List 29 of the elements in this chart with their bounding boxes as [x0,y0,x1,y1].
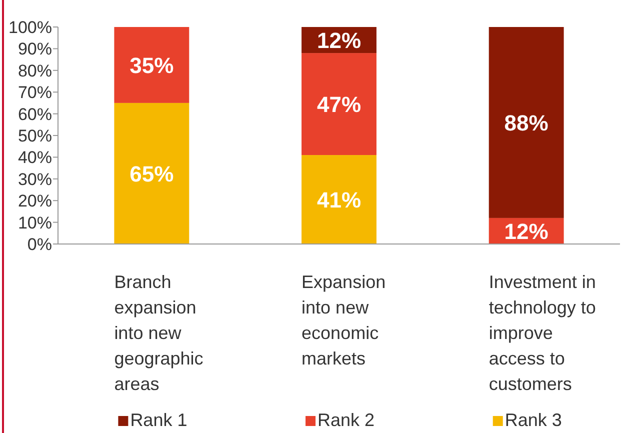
data-label: 12% [504,218,548,244]
data-label: 12% [316,28,362,54]
y-tick-label: 80% [18,61,52,80]
bar [114,102,190,244]
y-tick-label: 40% [18,148,52,168]
data-label: 65% [130,161,174,186]
legend-label: Rank 3 [504,410,562,430]
x-tick-label: Expansion into new economic markets [302,272,386,368]
y-tick-label: 20% [18,192,52,211]
bar [302,155,376,244]
y-tick-label: 100% [8,18,52,37]
legend-label: Rank 1 [130,410,188,430]
data-label: 41% [316,188,362,213]
x-tick-label: Investment in technology to improve access to customers [488,272,596,394]
y-tick-label: 60% [18,104,52,124]
bar [302,53,376,156]
bar [488,27,564,218]
x-tick-label: Branch expansion into new geographic areas [114,272,204,394]
y-tick-label: 70% [18,83,52,102]
y-tick-label: 90% [18,40,52,59]
legend-label: Rank 2 [318,410,375,430]
y-tick-label: 50% [18,126,52,146]
y-tick-label: 0% [27,235,52,254]
data-label: 35% [130,52,174,78]
y-tick-label: 10% [18,213,52,232]
bar [114,27,190,103]
data-label: 47% [316,92,362,118]
data-label: 88% [504,110,548,136]
y-tick-label: 30% [18,170,52,189]
